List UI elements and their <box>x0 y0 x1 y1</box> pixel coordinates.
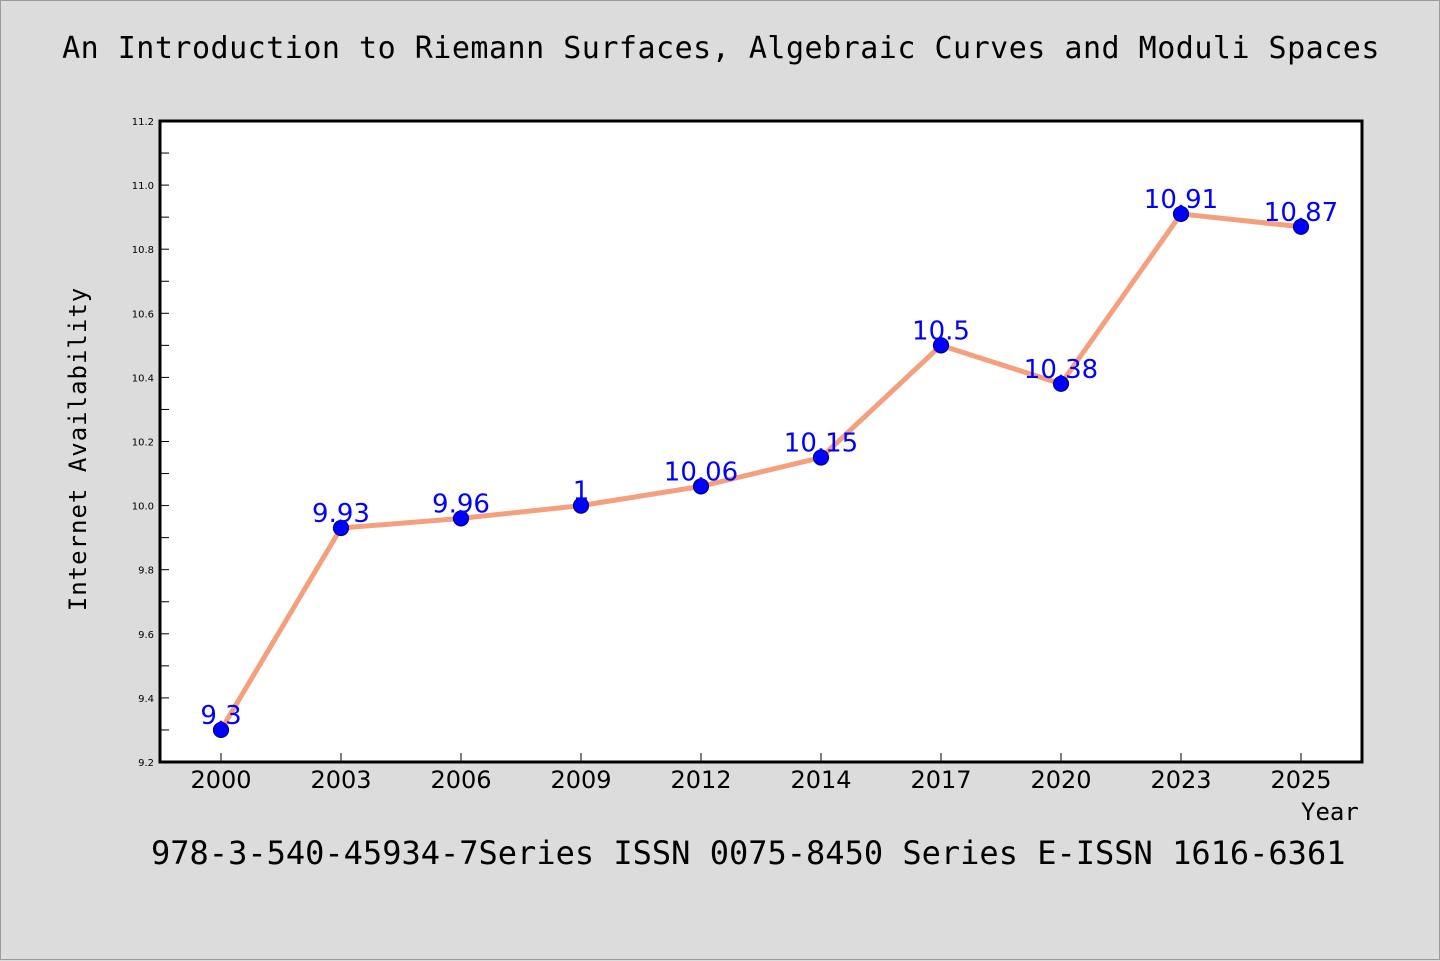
data-point <box>1292 218 1310 235</box>
x-tick-label: 2014 <box>790 766 851 794</box>
chart-title: An Introduction to Riemann Surfaces, Alg… <box>62 31 1380 66</box>
x-tick-label: 2009 <box>550 766 611 794</box>
footer-identifiers: 978-3-540-45934-7Series ISSN 0075-8450 S… <box>151 834 1346 872</box>
data-point <box>452 510 470 527</box>
x-tick-label: 2017 <box>910 766 971 794</box>
data-point <box>692 478 710 495</box>
x-axis-label: Year <box>1301 798 1359 826</box>
series-line <box>218 211 1302 732</box>
x-tick-label: 2000 <box>190 766 251 794</box>
data-point <box>812 449 830 466</box>
data-point <box>212 721 230 739</box>
data-point <box>1172 205 1190 223</box>
plot-area <box>160 121 1362 762</box>
y-tick-label: 9.6 <box>138 630 154 641</box>
data-label: 9.3 <box>200 701 241 731</box>
y-tick-label: 9.8 <box>138 566 154 577</box>
data-label: 10.87 <box>1264 198 1338 228</box>
x-tick-label: 2003 <box>310 766 371 794</box>
data-point <box>1052 375 1070 392</box>
data-label: 10.91 <box>1144 185 1218 215</box>
y-tick-label: 10.6 <box>132 309 154 320</box>
y-tick-label: 10.2 <box>132 438 154 449</box>
data-point <box>332 519 350 537</box>
data-label: 10.15 <box>784 429 858 459</box>
y-tick-label: 11.2 <box>132 117 154 128</box>
x-tick-label: 2025 <box>1270 766 1331 794</box>
y-tick-label: 9.2 <box>138 758 154 769</box>
y-tick-label: 10.0 <box>132 502 154 513</box>
data-label: 10.06 <box>664 457 738 487</box>
data-point <box>572 497 590 514</box>
data-point <box>932 337 950 354</box>
x-tick-label: 2023 <box>1150 766 1211 794</box>
data-label: 10.5 <box>912 316 970 346</box>
y-tick-label: 10.4 <box>132 373 154 384</box>
x-tick-label: 2020 <box>1030 766 1091 794</box>
data-label: 9.93 <box>312 499 370 529</box>
y-tick-label: 10.8 <box>132 245 154 256</box>
y-tick-label: 11.0 <box>132 181 154 192</box>
x-tick-label: 2006 <box>430 766 491 794</box>
x-tick-label: 2012 <box>670 766 731 794</box>
data-label: 10.38 <box>1024 355 1098 385</box>
plot-border <box>158 119 1364 764</box>
data-label: 9.96 <box>432 489 490 519</box>
data-label: 1 <box>573 477 590 507</box>
y-tick-label: 9.4 <box>138 694 154 705</box>
